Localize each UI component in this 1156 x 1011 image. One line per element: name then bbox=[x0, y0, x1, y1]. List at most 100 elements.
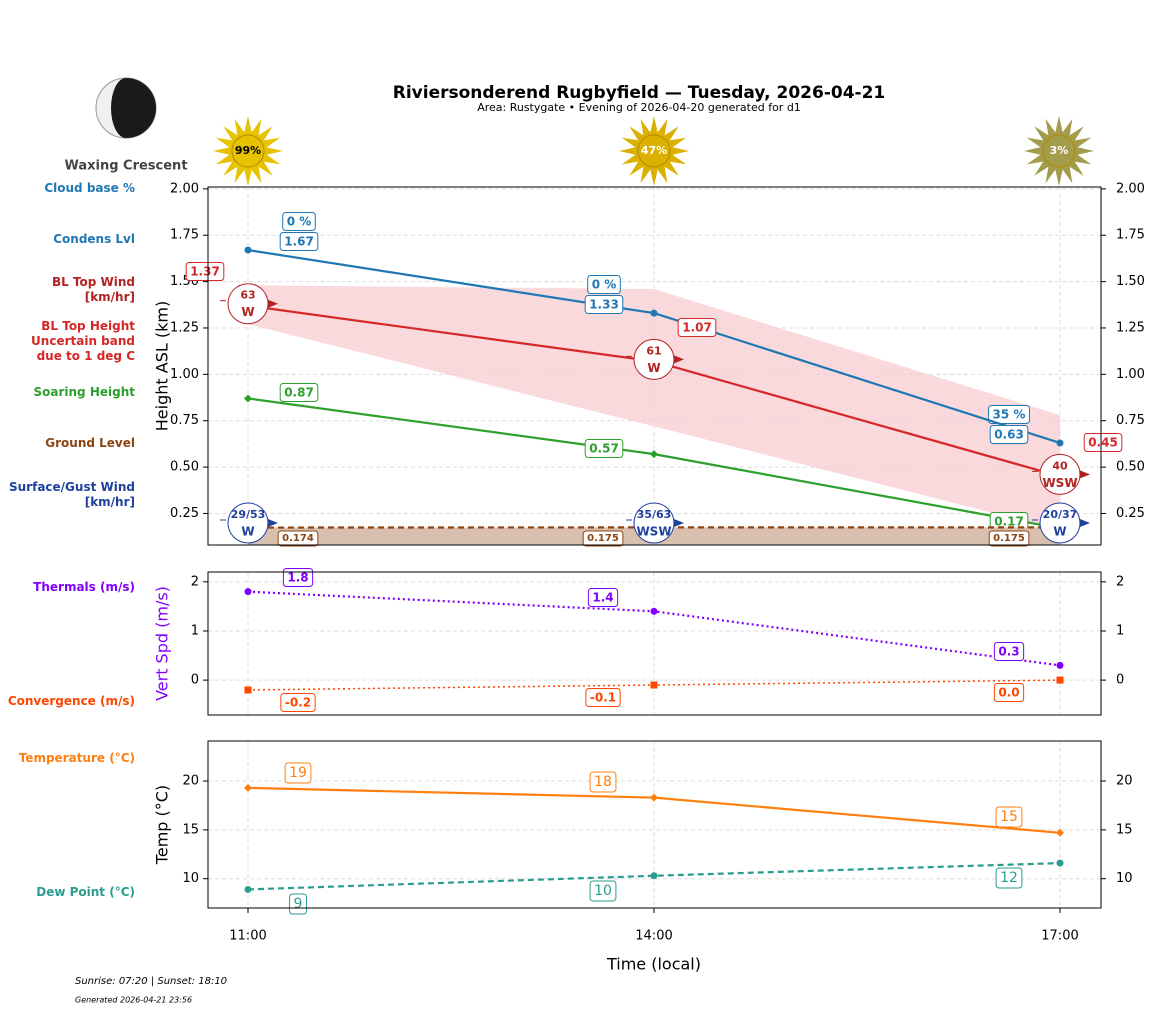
label-box bbox=[993, 642, 1025, 661]
point bbox=[1056, 828, 1064, 837]
value-label: -0.1 bbox=[590, 691, 616, 705]
value-label: 0.45 bbox=[1088, 436, 1118, 450]
label-box bbox=[282, 212, 316, 231]
legend-entry: Uncertain band due to 1 deg C bbox=[31, 334, 135, 363]
wind-speed: 35/63 bbox=[637, 508, 672, 521]
label-box bbox=[279, 383, 319, 402]
value-label: 12 bbox=[1000, 870, 1018, 886]
label-box bbox=[995, 867, 1023, 889]
value-label: 1.8 bbox=[287, 571, 308, 585]
x-tick-label: 17:00 bbox=[1041, 929, 1078, 944]
moon-phase: Waxing Crescent bbox=[64, 159, 187, 174]
point bbox=[650, 872, 658, 880]
y-tick-label: 1.00 bbox=[1116, 367, 1145, 382]
legend-entry: Convergence (m/s) bbox=[7, 694, 135, 708]
label-box bbox=[589, 880, 617, 902]
value-label: 0.57 bbox=[589, 442, 619, 456]
point bbox=[244, 246, 252, 254]
x-axis-label: Time (local) bbox=[606, 955, 701, 974]
value-label: 9 bbox=[294, 896, 303, 912]
value-label: 0 % bbox=[592, 278, 617, 292]
legend-entry: Cloud base % bbox=[44, 181, 135, 195]
y-tick-label: 0 bbox=[191, 673, 199, 688]
value-label: -0.2 bbox=[285, 696, 311, 710]
y-tick-label: 2 bbox=[1116, 574, 1124, 589]
y-tick-label: 1.25 bbox=[170, 320, 199, 335]
point bbox=[244, 885, 252, 893]
value-label: 19 bbox=[289, 765, 307, 781]
wind-speed: 61 bbox=[646, 344, 661, 357]
y-axis-label: Height ASL (km) bbox=[153, 301, 172, 431]
legend-entry: BL Top Wind [km/hr] bbox=[51, 275, 135, 304]
label-box bbox=[988, 405, 1030, 424]
panel-frame bbox=[207, 571, 1102, 716]
y-tick-label: 10 bbox=[182, 871, 199, 886]
legend-entry: Soaring Height bbox=[33, 385, 136, 399]
value-label: 10 bbox=[594, 883, 612, 899]
wind-circle bbox=[1039, 502, 1081, 544]
y-tick-label: 1.75 bbox=[1116, 228, 1145, 243]
y-tick-label: 20 bbox=[182, 774, 199, 789]
sun bbox=[231, 134, 265, 168]
wind-speed: 63 bbox=[240, 289, 255, 302]
value-label: 1.67 bbox=[284, 235, 314, 249]
point bbox=[244, 394, 252, 403]
value-label: 0.17 bbox=[994, 515, 1024, 529]
point bbox=[1056, 676, 1064, 684]
value-label: 0.0 bbox=[998, 686, 1019, 700]
point bbox=[650, 309, 658, 317]
label-box bbox=[587, 588, 619, 607]
legend-entry: Ground Level bbox=[45, 436, 135, 450]
point bbox=[1056, 661, 1064, 669]
value-label: 0.63 bbox=[994, 428, 1024, 442]
label-box bbox=[284, 762, 312, 784]
y-tick-label: 0.75 bbox=[170, 413, 199, 428]
y-tick-label: 1.25 bbox=[1116, 320, 1145, 335]
value-label: 0.175 bbox=[587, 533, 619, 544]
wind-arrow bbox=[1080, 519, 1090, 527]
wind-arrow bbox=[268, 299, 278, 308]
value-label: 1.4 bbox=[592, 591, 613, 605]
label-box bbox=[995, 806, 1023, 828]
y-tick-label: 1.50 bbox=[1116, 274, 1145, 289]
wind-circle bbox=[633, 502, 675, 544]
wind-direction: W bbox=[241, 305, 254, 319]
value-label: 0.175 bbox=[993, 533, 1025, 544]
value-label: 1.07 bbox=[682, 321, 712, 335]
value-label: 0.87 bbox=[284, 386, 314, 400]
sun-label: 3% bbox=[1050, 144, 1069, 157]
wind-direction: W bbox=[647, 361, 660, 375]
sun-label: 99% bbox=[235, 144, 261, 157]
label-box bbox=[989, 425, 1029, 444]
x-tick-label: 14:00 bbox=[635, 929, 672, 944]
generated: Generated 2026-04-21 23:56 bbox=[75, 996, 192, 1005]
y-tick-label: 0.75 bbox=[1116, 413, 1145, 428]
point bbox=[650, 681, 658, 689]
y-tick-label: 15 bbox=[182, 822, 199, 837]
wind-direction: WSW bbox=[1042, 476, 1077, 490]
value-label: 35 % bbox=[993, 408, 1026, 422]
legend-entry: Thermals (m/s) bbox=[33, 580, 135, 594]
label-box bbox=[993, 683, 1025, 702]
wind-arrow bbox=[674, 519, 684, 527]
label-box bbox=[280, 693, 316, 712]
sun bbox=[637, 134, 671, 168]
label-box bbox=[988, 530, 1030, 547]
wind-direction: W bbox=[1053, 525, 1066, 539]
label-box bbox=[584, 439, 624, 458]
value-label: 15 bbox=[1000, 809, 1018, 825]
legend-entry: Dew Point (°C) bbox=[36, 885, 135, 899]
legend-entry: Condens Lvl bbox=[53, 232, 135, 246]
y-tick-label: 1 bbox=[1116, 623, 1124, 638]
point bbox=[244, 686, 252, 694]
y-tick-label: 0 bbox=[1116, 673, 1124, 688]
title: Riviersonderend Rugbyfield — Tuesday, 20… bbox=[393, 83, 886, 103]
label-box bbox=[277, 530, 319, 547]
x-tick-label: 11:00 bbox=[229, 929, 266, 944]
sun-times: Sunrise: 07:20 | Sunset: 18:10 bbox=[75, 976, 227, 987]
wind-circle bbox=[227, 283, 269, 325]
y-tick-label: 1.00 bbox=[170, 367, 199, 382]
point bbox=[650, 793, 658, 802]
